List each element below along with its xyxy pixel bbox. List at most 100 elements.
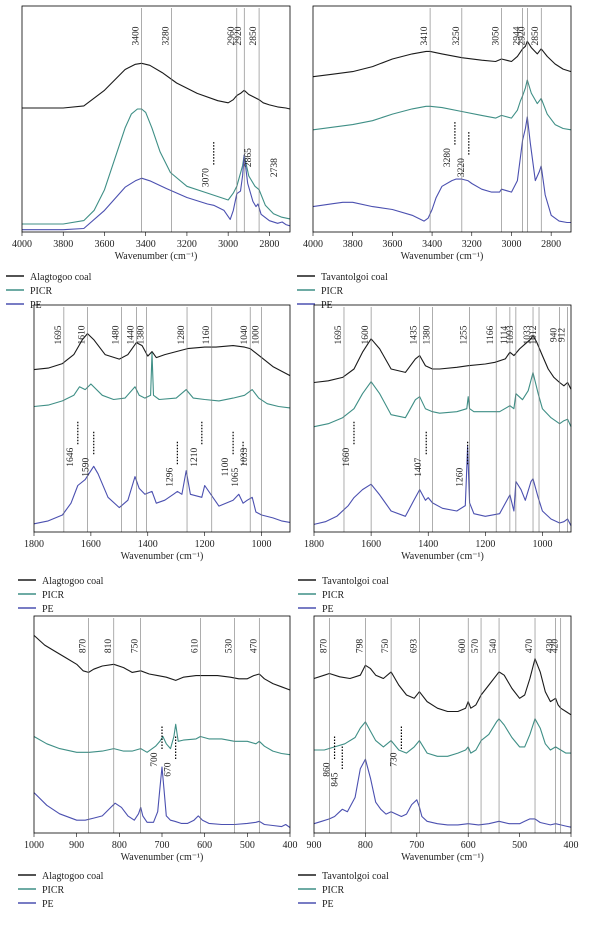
x-tick-label: 600	[197, 840, 212, 851]
band-label: 870	[319, 639, 329, 654]
x-tick-label: 3000	[501, 239, 521, 250]
series-line-3	[22, 154, 291, 231]
legend-label: PICR	[42, 590, 65, 601]
band-label: 3410	[420, 26, 430, 45]
x-axis-label: Wavenumber (cm⁻¹)	[401, 251, 484, 262]
band-label: 1440	[126, 325, 136, 344]
series-line-3	[313, 758, 572, 828]
band-label: 3250	[452, 26, 462, 45]
band-label: 1600	[361, 325, 371, 344]
series-line-1	[313, 658, 572, 716]
band-label: 470	[249, 639, 259, 654]
band-label: 798	[355, 639, 365, 654]
legend-label: PICR	[42, 885, 65, 896]
legend-label: PE	[322, 899, 334, 910]
plot-frame	[33, 304, 291, 533]
x-tick-label: 1800	[304, 539, 324, 550]
series-line-2	[33, 723, 291, 756]
band-label: 2738	[270, 158, 280, 177]
series-line-2	[314, 718, 571, 757]
chart-panel-3: 1695 1610 1480 1440 1380 1280 1160 1040 10001646…	[18, 304, 291, 615]
band-label: 1380	[136, 325, 146, 344]
band-label: 3220	[457, 158, 467, 177]
x-tick-label: 1200	[475, 539, 495, 550]
band-label: 1033	[523, 325, 533, 344]
legend-label: Tavantolgoi coal	[322, 576, 389, 587]
band-label: 1255	[460, 325, 470, 344]
legend-label: Alagtogoo coal	[42, 871, 104, 882]
band-label: 1660	[342, 447, 352, 466]
x-tick-label: 2800	[541, 239, 561, 250]
band-label: 1435	[410, 325, 420, 344]
x-axis-label: Wavenumber (cm⁻¹)	[115, 251, 198, 262]
legend-label: PICR	[30, 286, 53, 297]
band-label: 2920	[517, 26, 527, 45]
band-label: 940	[550, 328, 560, 343]
x-tick-label: 1400	[418, 539, 438, 550]
series-line-1	[312, 40, 572, 78]
band-label: 750	[381, 639, 391, 654]
x-tick-label: 900	[69, 840, 84, 851]
band-label: 810	[104, 639, 114, 654]
plot-frame	[313, 615, 572, 834]
x-axis-label: Wavenumber (cm⁻¹)	[121, 551, 204, 562]
x-tick-label: 500	[512, 840, 527, 851]
series-line-2	[22, 108, 291, 225]
band-label: 750	[131, 639, 141, 654]
band-label: 540	[489, 639, 499, 654]
series-line-3	[33, 465, 291, 525]
band-label: 845	[330, 772, 340, 787]
x-tick-label: 3200	[462, 239, 482, 250]
band-label: 670	[164, 762, 174, 777]
x-tick-label: 1600	[81, 539, 101, 550]
x-tick-label: 3800	[343, 239, 363, 250]
series-line-3	[33, 766, 291, 829]
x-axis-label: Wavenumber (cm⁻¹)	[121, 852, 204, 863]
band-label: 1610	[77, 325, 87, 344]
legend-label: Tavantolgoi coal	[321, 272, 388, 283]
legend-label: Alagtogoo coal	[30, 272, 92, 283]
band-label: 2960	[227, 26, 237, 45]
x-tick-label: 3600	[382, 239, 402, 250]
band-label: 1380	[423, 325, 433, 344]
x-tick-label: 3000	[218, 239, 238, 250]
band-label: 1166	[486, 325, 496, 344]
x-tick-label: 1000	[24, 840, 44, 851]
legend-label: PICR	[322, 885, 345, 896]
x-tick-label: 800	[112, 840, 127, 851]
band-label: 1000	[252, 325, 262, 344]
band-label: 2920	[234, 26, 244, 45]
x-tick-label: 1400	[138, 539, 158, 550]
x-tick-label: 1200	[195, 539, 215, 550]
band-label: 1100	[221, 457, 231, 476]
series-line-2	[312, 79, 572, 131]
x-tick-label: 400	[564, 840, 579, 851]
band-label: 693	[409, 639, 419, 654]
series-line-1	[313, 334, 572, 390]
x-tick-label: 500	[240, 840, 255, 851]
x-tick-label: 700	[409, 840, 424, 851]
x-axis-label: Wavenumber (cm⁻¹)	[401, 852, 484, 863]
x-tick-label: 1000	[252, 539, 272, 550]
series-line-2	[33, 352, 291, 409]
series-line-3	[312, 116, 571, 224]
band-label: 1280	[177, 325, 187, 344]
x-tick-label: 3800	[53, 239, 73, 250]
band-label: 530	[225, 639, 235, 654]
legend-label: PE	[322, 604, 334, 615]
band-label: 420	[551, 639, 561, 654]
series-line-3	[313, 446, 572, 526]
x-tick-label: 3200	[177, 239, 197, 250]
band-label: 1160	[202, 325, 212, 344]
series-line-1	[22, 62, 291, 110]
x-tick-label: 600	[461, 840, 476, 851]
band-label: 1296	[165, 467, 175, 486]
band-label: 2850	[249, 26, 259, 45]
legend-label: PICR	[322, 590, 345, 601]
x-tick-label: 800	[358, 840, 373, 851]
x-tick-label: 1800	[24, 539, 44, 550]
band-label: 600	[458, 639, 468, 654]
band-label: 1210	[190, 447, 200, 466]
